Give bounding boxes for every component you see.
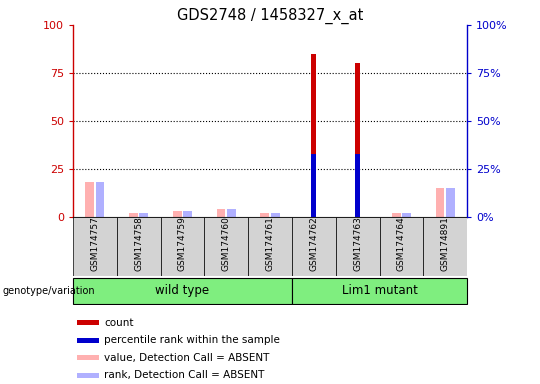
Text: GSM174764: GSM174764 [397,216,406,271]
Text: count: count [104,318,134,328]
Text: Lim1 mutant: Lim1 mutant [342,285,417,297]
Text: value, Detection Call = ABSENT: value, Detection Call = ABSENT [104,353,270,363]
Bar [311,54,316,217]
Bar [423,217,467,276]
Bar [160,217,204,276]
Bar [73,217,117,276]
Bar [96,182,104,217]
Bar [311,154,316,217]
Bar [217,209,225,217]
Text: wild type: wild type [156,285,210,297]
Bar [380,217,423,276]
Bar [204,217,248,276]
Bar [355,63,360,217]
Text: rank, Detection Call = ABSENT: rank, Detection Call = ABSENT [104,370,265,380]
Bar [292,278,467,304]
Bar [227,209,236,217]
Bar [77,355,99,360]
Bar [446,188,455,217]
Text: GSM174891: GSM174891 [441,216,450,271]
Bar [173,211,181,217]
Bar [436,188,444,217]
Bar [355,154,360,217]
Text: percentile rank within the sample: percentile rank within the sample [104,335,280,345]
Bar [392,213,401,217]
Bar [271,213,280,217]
Text: GSM174758: GSM174758 [134,216,143,271]
Bar [117,217,160,276]
Bar [77,320,99,325]
Bar [402,213,411,217]
Bar [336,217,380,276]
Text: GSM174761: GSM174761 [266,216,274,271]
Bar [248,217,292,276]
Bar [85,182,94,217]
Bar [292,217,336,276]
Text: GSM174757: GSM174757 [90,216,99,271]
Bar [139,213,148,217]
Bar [77,338,99,343]
Bar [129,213,138,217]
Text: GSM174763: GSM174763 [353,216,362,271]
Text: GSM174762: GSM174762 [309,216,318,271]
Text: GSM174760: GSM174760 [222,216,231,271]
Bar [77,373,99,378]
Bar [183,211,192,217]
Bar [260,213,269,217]
Text: genotype/variation: genotype/variation [3,286,96,296]
Title: GDS2748 / 1458327_x_at: GDS2748 / 1458327_x_at [177,7,363,23]
Text: GSM174759: GSM174759 [178,216,187,271]
FancyArrow shape [80,281,90,300]
Bar [73,278,292,304]
